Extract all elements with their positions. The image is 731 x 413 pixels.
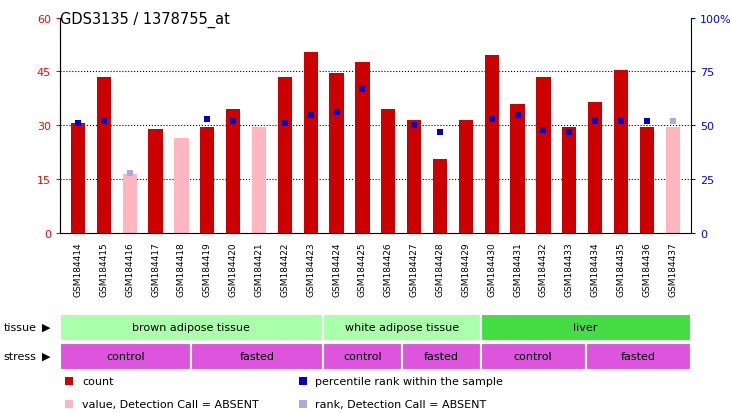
Text: liver: liver — [573, 322, 598, 332]
Text: GSM184422: GSM184422 — [281, 242, 289, 296]
Point — [64, 401, 75, 407]
Text: GSM184424: GSM184424 — [332, 242, 341, 296]
Point — [564, 129, 575, 136]
Bar — [71, 124, 85, 233]
Bar — [480, 343, 586, 370]
Bar — [96, 78, 111, 233]
Text: GSM184432: GSM184432 — [539, 242, 548, 296]
Bar — [381, 110, 395, 233]
Text: rank, Detection Call = ABSENT: rank, Detection Call = ABSENT — [316, 399, 487, 409]
Text: GSM184436: GSM184436 — [643, 242, 651, 296]
Text: tissue: tissue — [4, 322, 37, 332]
Text: GSM184426: GSM184426 — [384, 242, 393, 296]
Point — [72, 121, 84, 127]
Bar — [562, 128, 576, 233]
Text: GSM184428: GSM184428 — [436, 242, 444, 296]
Text: GSM184434: GSM184434 — [591, 242, 599, 296]
Point — [202, 116, 213, 123]
Text: GSM184423: GSM184423 — [306, 242, 315, 296]
Text: control: control — [343, 351, 382, 361]
Bar — [175, 138, 189, 233]
Bar — [192, 343, 323, 370]
Bar — [666, 128, 680, 233]
Text: GSM184433: GSM184433 — [565, 242, 574, 296]
Text: GSM184414: GSM184414 — [74, 242, 83, 296]
Point — [667, 119, 678, 125]
Point — [409, 123, 420, 129]
Bar — [459, 121, 473, 233]
Bar — [510, 104, 525, 233]
Text: GSM184416: GSM184416 — [125, 242, 135, 296]
Point — [641, 119, 653, 125]
Text: GSM184421: GSM184421 — [254, 242, 263, 296]
Text: count: count — [82, 376, 113, 386]
Text: fasted: fasted — [621, 351, 656, 361]
Text: ▶: ▶ — [42, 322, 51, 332]
Text: stress: stress — [4, 351, 37, 361]
Bar — [278, 78, 292, 233]
Text: GSM184435: GSM184435 — [616, 242, 626, 296]
Text: white adipose tissue: white adipose tissue — [344, 322, 459, 332]
Point — [512, 112, 523, 119]
Point — [305, 112, 317, 119]
Point — [297, 401, 308, 407]
Bar — [123, 174, 137, 233]
Point — [616, 119, 627, 125]
Point — [297, 377, 308, 384]
Text: ▶: ▶ — [42, 351, 51, 361]
Point — [124, 170, 135, 176]
Bar — [480, 314, 691, 341]
Text: GSM184425: GSM184425 — [358, 242, 367, 296]
Point — [330, 110, 342, 116]
Point — [357, 86, 368, 93]
Bar — [640, 128, 654, 233]
Bar — [537, 78, 550, 233]
Text: GSM184415: GSM184415 — [99, 242, 108, 296]
Text: GSM184437: GSM184437 — [668, 242, 677, 296]
Text: GSM184418: GSM184418 — [177, 242, 186, 296]
Text: GDS3135 / 1378755_at: GDS3135 / 1378755_at — [60, 12, 230, 28]
Text: fasted: fasted — [423, 351, 458, 361]
Bar — [588, 103, 602, 233]
Bar — [71, 124, 85, 233]
Bar — [330, 74, 344, 233]
Text: brown adipose tissue: brown adipose tissue — [132, 322, 250, 332]
Text: fasted: fasted — [240, 351, 275, 361]
Bar — [485, 56, 499, 233]
Text: GSM184419: GSM184419 — [202, 242, 212, 296]
Bar — [252, 128, 266, 233]
Bar — [586, 343, 691, 370]
Text: GSM184430: GSM184430 — [488, 242, 496, 296]
Point — [227, 119, 239, 125]
Bar — [303, 52, 318, 233]
Text: value, Detection Call = ABSENT: value, Detection Call = ABSENT — [82, 399, 259, 409]
Bar — [433, 160, 447, 233]
Bar — [148, 130, 163, 233]
Bar — [226, 110, 240, 233]
Point — [486, 116, 498, 123]
Bar — [355, 63, 370, 233]
Point — [537, 127, 549, 133]
Point — [434, 129, 446, 136]
Text: control: control — [106, 351, 145, 361]
Point — [98, 119, 110, 125]
Point — [589, 119, 601, 125]
Text: GSM184417: GSM184417 — [151, 242, 160, 296]
Bar — [60, 343, 192, 370]
Point — [279, 121, 291, 127]
Bar — [200, 128, 214, 233]
Bar — [614, 71, 628, 233]
Bar — [60, 314, 323, 341]
Bar — [401, 343, 480, 370]
Text: GSM184427: GSM184427 — [409, 242, 419, 296]
Point — [64, 377, 75, 384]
Text: control: control — [514, 351, 553, 361]
Text: GSM184431: GSM184431 — [513, 242, 522, 296]
Text: GSM184420: GSM184420 — [229, 242, 238, 296]
Text: GSM184429: GSM184429 — [461, 242, 470, 296]
Bar — [407, 121, 421, 233]
Bar — [323, 343, 401, 370]
Text: percentile rank within the sample: percentile rank within the sample — [316, 376, 504, 386]
Bar — [323, 314, 480, 341]
